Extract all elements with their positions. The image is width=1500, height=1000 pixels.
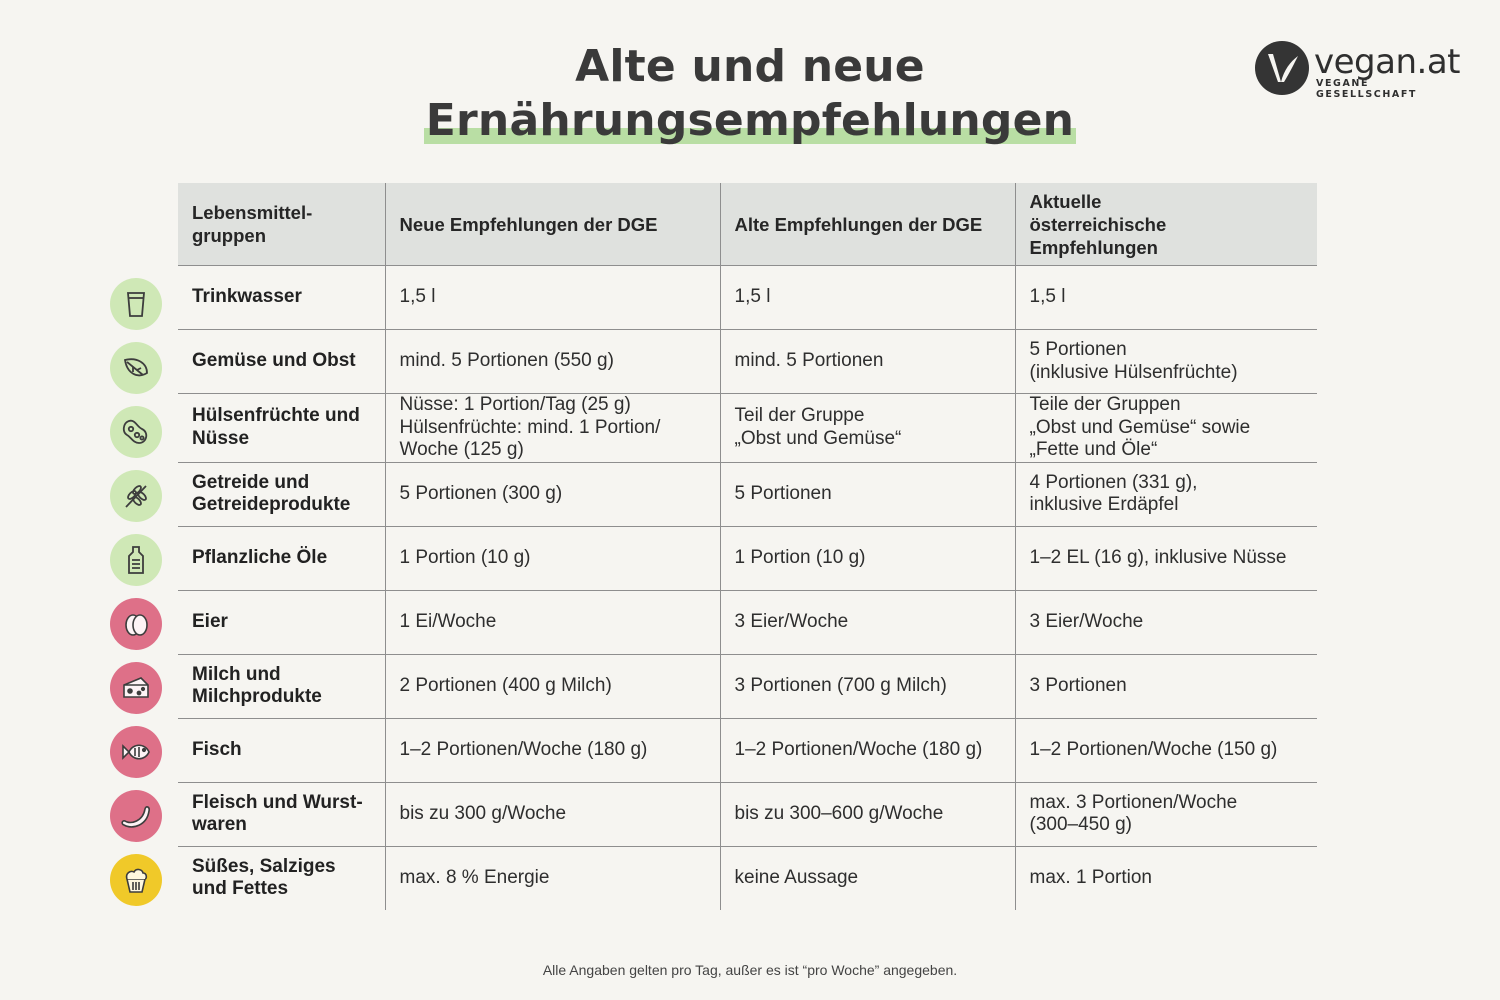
fish-icon [110, 726, 162, 778]
table-row: Milch und Milchprodukte 2 Portionen (400… [178, 654, 1317, 719]
table-row: Eier 1 Ei/Woche 3 Eier/Woche 3 Eier/Woch… [178, 590, 1317, 655]
row-austrian: 1,5 l [1014, 265, 1317, 330]
vegan-heart-logo-icon [1255, 41, 1309, 95]
table-header-row: Lebensmittel- gruppen Neue Empfehlungen … [178, 183, 1317, 266]
row-group: Trinkwasser [178, 265, 385, 330]
title-line-2-highlighted: Ernährungsempfehlungen [423, 95, 1077, 146]
row-new-dge: 1 Portion (10 g) [384, 526, 720, 591]
table-row: Pflanzliche Öle 1 Portion (10 g) 1 Porti… [178, 526, 1317, 591]
table-row: Fleisch und Wurst- waren bis zu 300 g/Wo… [178, 782, 1317, 847]
table-row: Fisch 1–2 Portionen/Woche (180 g) 1–2 Po… [178, 718, 1317, 783]
row-austrian: 3 Eier/Woche [1014, 590, 1317, 655]
page-title: Alte und neue Ernährungsempfehlungen [0, 40, 1500, 148]
header-new-dge: Neue Empfehlungen der DGE [384, 183, 720, 266]
legume-icon [110, 406, 162, 458]
row-group: Fleisch und Wurst- waren [178, 782, 385, 847]
row-new-dge: bis zu 300 g/Woche [384, 782, 720, 847]
row-group: Gemüse und Obst [178, 329, 385, 394]
header-old-dge: Alte Empfehlungen der DGE [719, 183, 1015, 266]
row-austrian: Teile der Gruppen „Obst und Gemüse“ sowi… [1014, 393, 1317, 463]
row-old-dge: 1–2 Portionen/Woche (180 g) [719, 718, 1015, 783]
row-austrian: 1–2 Portionen/Woche (150 g) [1014, 718, 1317, 783]
row-new-dge: 1 Ei/Woche [384, 590, 720, 655]
recommendations-table: Lebensmittel- gruppen Neue Empfehlungen … [178, 183, 1317, 910]
row-group: Milch und Milchprodukte [178, 654, 385, 719]
row-old-dge: Teil der Gruppe „Obst und Gemüse“ [719, 393, 1015, 463]
row-old-dge: 1,5 l [719, 265, 1015, 330]
row-new-dge: Nüsse: 1 Portion/Tag (25 g) Hülsenfrücht… [384, 393, 720, 463]
row-old-dge: 3 Portionen (700 g Milch) [719, 654, 1015, 719]
row-old-dge: bis zu 300–600 g/Woche [719, 782, 1015, 847]
row-group: Getreide und Getreideprodukte [178, 462, 385, 527]
row-new-dge: 5 Portionen (300 g) [384, 462, 720, 527]
row-austrian: 1–2 EL (16 g), inklusive Nüsse [1014, 526, 1317, 591]
row-group: Süßes, Salziges und Fettes [192, 855, 336, 900]
table-row: Getreide und Getreideprodukte 5 Portione… [178, 462, 1317, 527]
table-row: Hülsenfrüchte und Nüsse Nüsse: 1 Portion… [178, 393, 1317, 463]
logo-wordmark: vegan.at [1314, 42, 1460, 82]
row-old-dge: keine Aussage [719, 846, 1015, 910]
row-new-dge: mind. 5 Portionen (550 g) [384, 329, 720, 394]
sausage-icon [110, 790, 162, 842]
row-new-dge: 1–2 Portionen/Woche (180 g) [384, 718, 720, 783]
wheat-icon [110, 470, 162, 522]
row-old-dge: 3 Eier/Woche [719, 590, 1015, 655]
egg-icon [110, 598, 162, 650]
table-row: Süßes, Salziges und Fettes max. 8 % Ener… [178, 846, 1317, 910]
table-row: Trinkwasser 1,5 l 1,5 l 1,5 l [178, 265, 1317, 330]
row-austrian: 5 Portionen (inklusive Hülsenfrüchte) [1014, 329, 1317, 394]
cupcake-icon [110, 854, 162, 906]
oil-bottle-icon [110, 534, 162, 586]
header-austrian: Aktuelle österreichische Empfehlungen [1014, 183, 1317, 266]
title-line-1: Alte und neue [575, 41, 925, 92]
water-glass-icon [110, 278, 162, 330]
row-old-dge: mind. 5 Portionen [719, 329, 1015, 394]
row-new-dge: 1,5 l [384, 265, 720, 330]
row-group: Eier [178, 590, 385, 655]
row-austrian: 4 Portionen (331 g), inklusive Erdäpfel [1014, 462, 1317, 527]
row-group: Hülsenfrüchte und Nüsse [178, 393, 385, 463]
row-group: Fisch [178, 718, 385, 783]
leaf-icon [110, 342, 162, 394]
row-austrian: max. 1 Portion [1014, 846, 1317, 910]
row-old-dge: 1 Portion (10 g) [719, 526, 1015, 591]
row-new-dge: 2 Portionen (400 g Milch) [384, 654, 720, 719]
footnote: Alle Angaben gelten pro Tag, außer es is… [542, 962, 958, 978]
cheese-icon [110, 662, 162, 714]
row-old-dge: 5 Portionen [719, 462, 1015, 527]
table-row: Gemüse und Obst mind. 5 Portionen (550 g… [178, 329, 1317, 394]
row-group: Pflanzliche Öle [178, 526, 385, 591]
row-austrian: 3 Portionen [1014, 654, 1317, 719]
row-new-dge: max. 8 % Energie [384, 846, 720, 910]
vegan-at-logo: vegan.at VEGANE GESELLSCHAFT [1254, 40, 1474, 100]
row-austrian: max. 3 Portionen/Woche (300–450 g) [1014, 782, 1317, 847]
logo-tagline: VEGANE GESELLSCHAFT [1316, 78, 1418, 100]
header-food-group: Lebensmittel- gruppen [178, 183, 385, 266]
